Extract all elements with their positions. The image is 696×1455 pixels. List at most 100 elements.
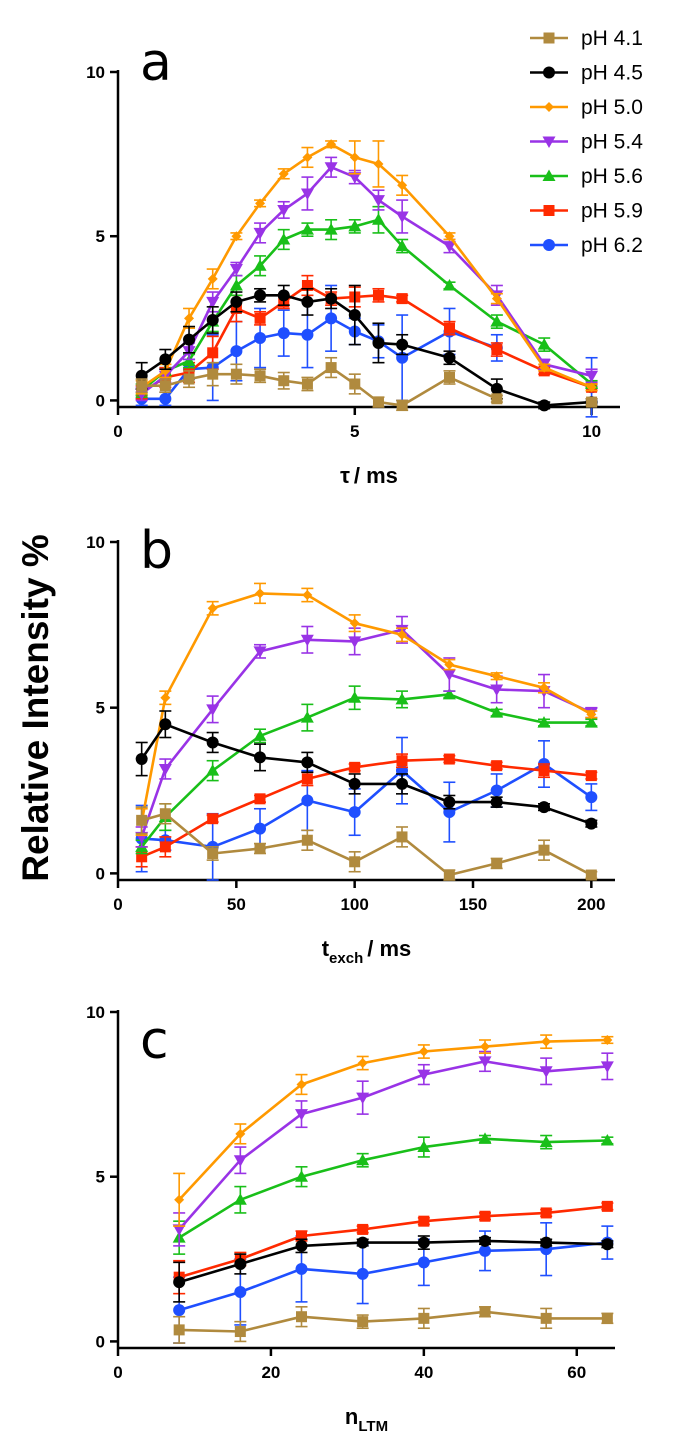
data-point — [490, 784, 503, 797]
series-pH-5_9 — [135, 753, 598, 868]
data-point — [600, 1133, 614, 1146]
data-point — [277, 233, 291, 245]
data-point — [397, 180, 408, 191]
data-point — [348, 219, 362, 232]
data-point — [301, 328, 314, 341]
x-axis-label-main: τ — [340, 463, 350, 488]
data-point — [443, 278, 457, 291]
data-point — [174, 1194, 185, 1205]
legend-marker — [543, 205, 555, 216]
data-point — [348, 309, 361, 322]
data-point — [159, 808, 171, 820]
legend-entry: pH 5.4 — [530, 131, 643, 154]
data-point — [478, 1132, 492, 1144]
series-line — [178, 1239, 608, 1284]
data-point — [234, 1286, 247, 1298]
data-point — [277, 289, 290, 302]
data-point — [586, 382, 597, 393]
data-point — [230, 295, 243, 308]
data-point — [255, 198, 266, 209]
y-tick-label: 0 — [96, 391, 105, 410]
x-tick-label: 100 — [340, 895, 368, 914]
data-point — [349, 856, 361, 868]
y-tick-label: 5 — [96, 699, 105, 718]
legend-entry: pH 5.9 — [530, 200, 643, 223]
data-point — [135, 753, 148, 766]
data-point — [173, 1324, 185, 1336]
panel-label: c — [140, 1011, 169, 1071]
series-pH-5_4 — [172, 1050, 614, 1247]
data-point — [182, 354, 196, 367]
data-point — [480, 1041, 491, 1052]
data-point — [491, 344, 503, 356]
series-line — [140, 294, 592, 407]
data-point — [539, 682, 549, 693]
legend-label: pH 4.5 — [581, 62, 643, 85]
data-point — [230, 345, 243, 358]
series-pH-4_5 — [135, 284, 598, 412]
x-axis-label-subscript: exch — [329, 950, 363, 967]
data-point — [349, 152, 360, 163]
y-tick-label: 10 — [86, 63, 105, 82]
legend-entry: pH 6.2 — [530, 234, 643, 257]
data-point — [537, 716, 551, 728]
data-point — [348, 777, 361, 790]
data-point — [418, 1312, 430, 1324]
data-point — [184, 313, 195, 324]
data-point — [233, 1193, 247, 1205]
y-tick-label: 5 — [96, 1168, 105, 1187]
legend-label: pH 4.1 — [581, 27, 643, 50]
data-point — [254, 289, 267, 302]
series-pH-6_2 — [135, 284, 598, 418]
data-point — [396, 777, 408, 790]
data-point — [207, 813, 219, 825]
data-point — [417, 1256, 430, 1269]
data-point — [301, 378, 313, 390]
data-point — [585, 817, 598, 830]
data-point — [357, 1058, 368, 1069]
data-point — [538, 844, 550, 856]
series-pH-4_1 — [173, 1306, 614, 1344]
data-point — [229, 278, 243, 291]
data-point — [396, 399, 408, 411]
x-tick-label: 200 — [577, 895, 605, 914]
data-point — [301, 279, 313, 291]
data-point — [254, 843, 266, 855]
x-tick-label: 40 — [414, 1363, 433, 1382]
data-point — [295, 1109, 309, 1121]
data-point — [371, 195, 385, 207]
data-point — [585, 770, 597, 782]
data-point — [296, 1079, 307, 1090]
legend-marker — [543, 239, 555, 251]
data-point — [491, 857, 503, 869]
data-point — [443, 869, 455, 881]
data-point — [136, 380, 148, 392]
x-axis-label-unit: / ms — [367, 936, 411, 961]
data-point — [160, 692, 171, 703]
data-point — [301, 834, 313, 846]
data-point — [371, 213, 385, 225]
data-point — [302, 152, 313, 163]
legend-entry: pH 4.1 — [530, 27, 643, 50]
data-point — [418, 1046, 429, 1057]
data-point — [479, 1244, 492, 1257]
data-point — [397, 629, 407, 640]
data-point — [295, 1170, 309, 1182]
data-point — [443, 241, 457, 253]
data-point — [395, 239, 409, 252]
x-tick-label: 0 — [113, 895, 122, 914]
data-point — [234, 1258, 247, 1270]
data-point — [356, 1236, 369, 1249]
data-point — [539, 1066, 553, 1078]
data-point — [206, 764, 220, 776]
series-pH-6_2 — [135, 736, 598, 881]
legend-label: pH 5.6 — [581, 165, 643, 188]
data-point — [235, 1128, 246, 1139]
data-point — [295, 1239, 308, 1252]
data-point — [396, 755, 408, 767]
data-point — [541, 1036, 552, 1047]
data-point — [301, 756, 314, 769]
data-point — [444, 371, 456, 383]
x-tick-label: 150 — [459, 895, 487, 914]
